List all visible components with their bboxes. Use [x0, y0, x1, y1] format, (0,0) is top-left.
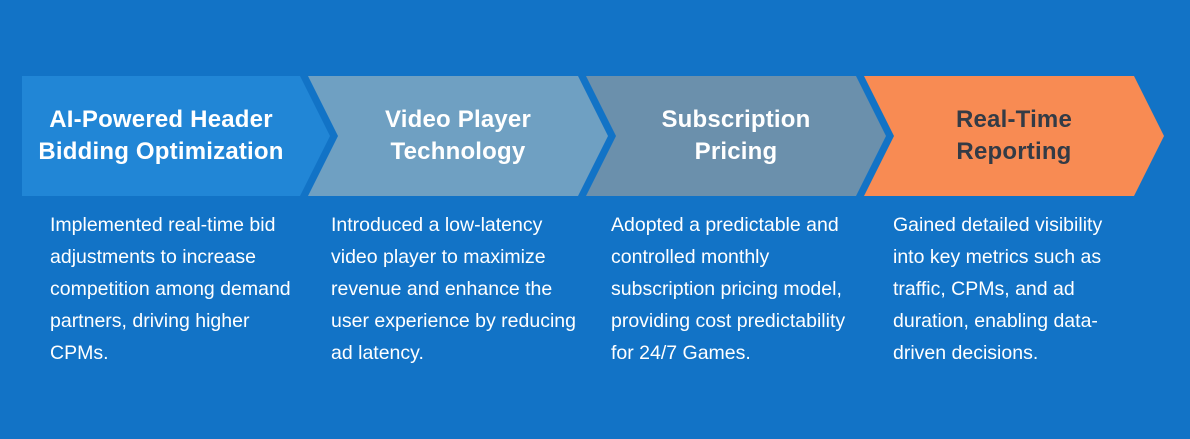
step-description: Adopted a predictable and controlled mon…: [611, 214, 846, 364]
step-title-line: Real-Time: [955, 106, 1073, 133]
step-description: Implemented real-time bid adjustments to…: [50, 214, 291, 364]
step-title-line: Video Player: [384, 106, 532, 133]
step-title-line: Subscription: [661, 106, 811, 133]
step-title-line: AI-Powered Header: [49, 106, 273, 133]
step-arrow-realtime-reporting: Real-Time Reporting: [864, 76, 1164, 196]
step-title-line: Pricing: [694, 138, 778, 165]
chevron-shape: [864, 76, 1164, 196]
step-title-line: Bidding Optimization: [38, 138, 284, 165]
step-arrow-header-bidding: AI-Powered Header Bidding Optimization: [22, 76, 330, 196]
step-title-line: Reporting: [956, 138, 1072, 165]
step-description: Introduced a low-latency video player to…: [331, 214, 576, 364]
step-arrow-video-player: Video Player Technology: [308, 76, 608, 196]
step-arrow-subscription-pricing: Subscription Pricing: [586, 76, 886, 196]
chevron-arrow-row: AI-Powered Header Bidding Optimization V…: [22, 76, 1164, 196]
step-description: Gained detailed visibility into key metr…: [893, 214, 1103, 364]
chevron-shape: [586, 76, 886, 196]
step-title: Real-Time Reporting: [864, 76, 1164, 196]
step-title: Video Player Technology: [308, 76, 608, 196]
step-title: AI-Powered Header Bidding Optimization: [22, 76, 330, 196]
step-title: Subscription Pricing: [586, 76, 886, 196]
chevron-shape: [22, 76, 330, 196]
step-title-line: Technology: [390, 138, 526, 165]
chevron-shape: [308, 76, 608, 196]
